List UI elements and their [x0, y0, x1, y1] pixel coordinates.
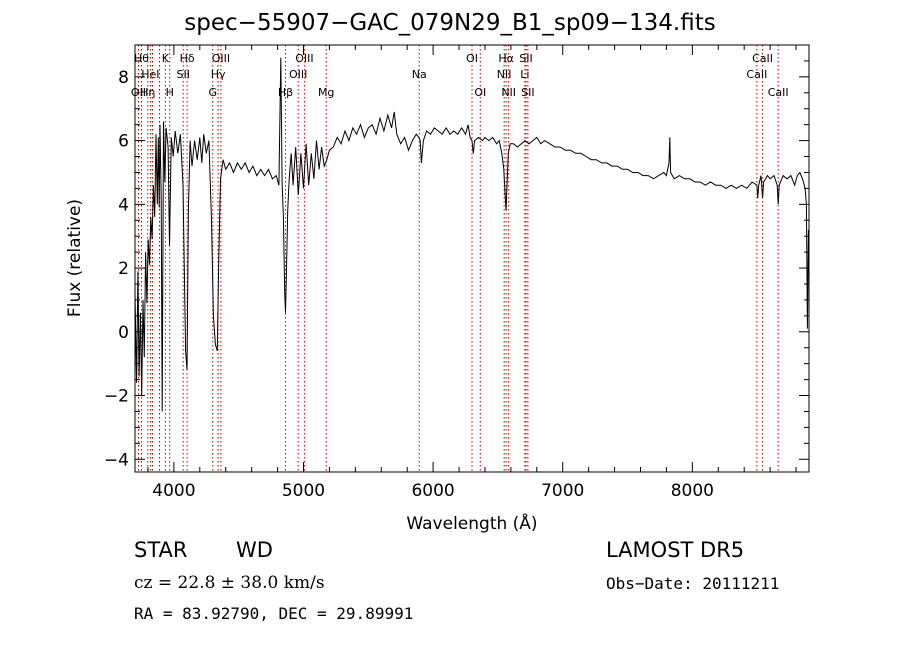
y-tick-label: 8 — [118, 68, 129, 88]
spectral-line-label: Na — [412, 68, 427, 81]
spectral-line-label: OII — [131, 86, 146, 99]
spectrum-series — [134, 57, 809, 412]
spectral-line-label: SII — [519, 52, 532, 65]
spectral-line-label: CaII — [746, 68, 767, 81]
spectral-line-label: K — [162, 52, 170, 65]
spectral-line-label: NII — [497, 68, 512, 81]
y-tick-label: 0 — [118, 323, 129, 343]
spectral-line-labels: OIIHθHηHeIKHSIIHδGHγOIIIHβOIIIOIIIMgNaOI… — [131, 52, 789, 99]
spectral-line-label: Li — [520, 68, 529, 81]
spectral-line-label: Hβ — [278, 86, 293, 99]
spectral-line-label: Hη — [140, 86, 155, 99]
spectral-line-label: Hθ — [134, 52, 149, 65]
y-tick-label: −4 — [104, 450, 129, 470]
spectral-line-label: SII — [176, 68, 189, 81]
plot-frame — [134, 44, 810, 473]
spectral-line-label: G — [209, 86, 218, 99]
chart-title: spec−55907−GAC_079N29_B1_sp09−134.fits — [184, 10, 716, 36]
x-tick-label: 5000 — [282, 481, 325, 501]
spectral-line-label: NII — [501, 86, 516, 99]
survey-name: LAMOST DR5 — [606, 538, 745, 562]
x-tick-label: 7000 — [541, 481, 584, 501]
observation-date: Obs−Date: 20111211 — [606, 574, 780, 593]
spectral-line-label: H — [166, 86, 174, 99]
axes: 4000 5000 6000 7000 8000 −4 −2 0 2 4 6 8 — [104, 44, 810, 501]
x-tick-label: 8000 — [671, 481, 714, 501]
spectral-line-label: Hγ — [211, 68, 226, 81]
y-tick-label: 2 — [118, 259, 129, 279]
x-tick-label: 4000 — [152, 481, 195, 501]
spectral-line-label: OIII — [295, 52, 313, 65]
y-tick-label: 6 — [118, 132, 129, 152]
spectral-line-label: OI — [474, 86, 486, 99]
y-tick-label: 4 — [118, 195, 129, 215]
spectral-line-label: Mg — [318, 86, 334, 99]
redshift-velocity: cz = 22.8 ± 38.0 km/s — [134, 573, 325, 593]
object-class: STAR — [134, 538, 188, 562]
spectral-line-label: OIII — [289, 68, 307, 81]
spectral-line-label: Hα — [498, 52, 514, 65]
x-axis-label: Wavelength (Å) — [406, 512, 537, 534]
spectral-line-label: Hδ — [180, 52, 195, 65]
spectral-line-label: SII — [521, 86, 534, 99]
flux-series-line — [134, 57, 809, 412]
x-tick-label: 6000 — [411, 481, 454, 501]
spectral-line-markers — [137, 45, 779, 472]
y-axis-label: Flux (relative) — [65, 199, 85, 317]
coordinates: RA = 83.92790, DEC = 29.89991 — [134, 604, 414, 623]
y-tick-label: −2 — [104, 387, 129, 407]
spectral-line-label: OIII — [212, 52, 230, 65]
spectral-line-label: HeI — [141, 68, 159, 81]
spectral-line-label: CaII — [768, 86, 789, 99]
spectral-line-label: OI — [466, 52, 478, 65]
object-subclass: WD — [236, 538, 273, 562]
spectral-line-label: CaII — [752, 52, 773, 65]
